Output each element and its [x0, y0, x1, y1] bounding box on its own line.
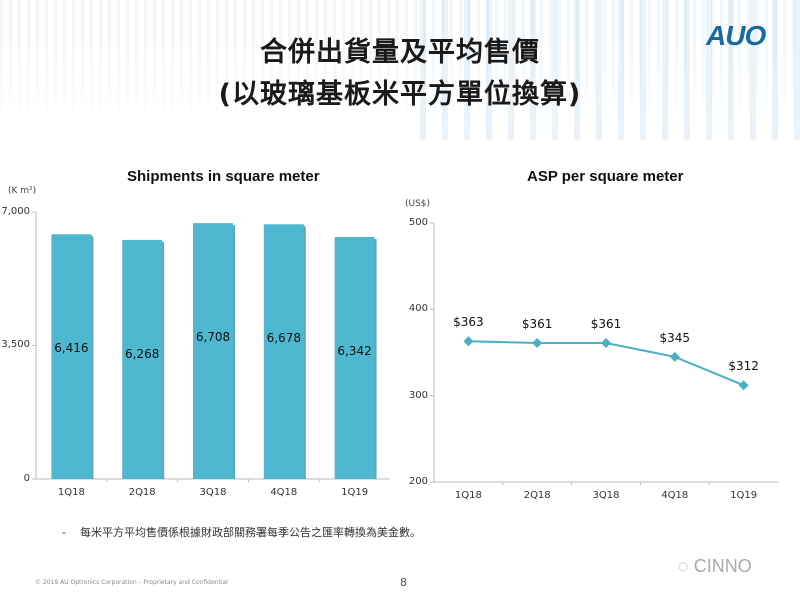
watermark-text: CINNO [693, 556, 752, 576]
header-decoration [0, 0, 800, 130]
point-value-label: $363 [453, 315, 484, 330]
x-label: 1Q18 [57, 487, 85, 498]
asp-chart-title: ASP per square meter [527, 168, 684, 185]
shipments-chart-title: Shipments in square meter [127, 168, 320, 185]
bar-value-label: 6,268 [125, 346, 160, 361]
point-value-label: $345 [659, 330, 691, 345]
y-tick: 200 [408, 476, 428, 487]
bar [334, 237, 375, 479]
x-label: 4Q18 [270, 487, 298, 498]
footnote-text: 每米平方平均售價係根據財政部關務署每季公告之匯率轉換為美金數。 [79, 526, 421, 539]
bar-value-label: 6,342 [337, 344, 372, 359]
header-decoration-right [420, 0, 800, 140]
bar [263, 224, 304, 479]
point-value-label: $312 [728, 359, 759, 374]
x-label: 4Q18 [661, 490, 689, 501]
watermark: ◌ CINNO [678, 556, 752, 577]
x-label: 1Q19 [730, 490, 758, 501]
page-title: 合併出貨量及平均售價 [260, 37, 540, 68]
x-label: 2Q18 [523, 490, 551, 501]
point-value-label: $361 [521, 317, 553, 331]
bar-value-label: 6,708 [195, 330, 231, 345]
asp-unit: (US$) [405, 199, 431, 209]
auo-logo: AUO [706, 20, 766, 51]
diamond-marker [669, 351, 680, 362]
bar [193, 223, 233, 479]
y-tick: 400 [408, 303, 428, 314]
y-tick: 7,000 [1, 206, 30, 217]
x-label: 3Q18 [199, 487, 227, 498]
bar-value-label: 6,678 [266, 331, 301, 346]
x-label: 2Q18 [128, 487, 156, 498]
diamond-marker [738, 380, 749, 391]
y-tick: 0 [23, 473, 30, 484]
copyright: © 2019 AU Optronics Corporation – Propri… [35, 579, 228, 586]
diamond-marker [463, 336, 474, 347]
page-subtitle: (以玻璃基板米平方單位換算) [218, 79, 582, 110]
y-tick: 500 [408, 217, 428, 228]
bar-value-label: 6,416 [54, 341, 89, 356]
bar [122, 239, 163, 479]
footnote: - 每米平方平均售價係根據財政部關務署每季公告之匯率轉換為美金數。 [62, 524, 421, 540]
x-label: 1Q19 [341, 487, 369, 498]
x-label: 3Q18 [592, 490, 620, 501]
diamond-marker [601, 338, 611, 349]
point-value-label: $361 [590, 317, 622, 331]
page-number: 8 [400, 576, 407, 589]
wechat-icon: ◌ [678, 556, 689, 576]
x-label: 1Q18 [454, 490, 482, 501]
bar [51, 234, 92, 479]
shipments-unit: (K m²) [8, 186, 37, 196]
y-tick: 300 [408, 390, 428, 401]
diamond-marker [532, 338, 543, 349]
footnote-bullet: - [62, 526, 66, 539]
y-tick: 3,500 [1, 339, 30, 350]
